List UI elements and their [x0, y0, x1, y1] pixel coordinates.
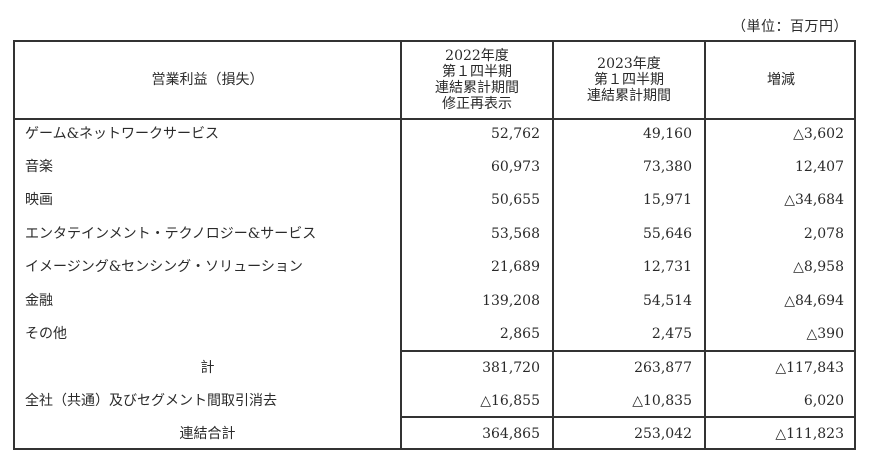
- header-fy2022-line: 連結累計期間: [435, 80, 519, 96]
- row-change: 12,407: [795, 159, 844, 175]
- subtotal-fy2023: 263,877: [634, 360, 692, 376]
- header-fy2023: 2023年度 第１四半期 連結累計期間: [554, 42, 704, 118]
- subtotal-divider: [400, 350, 854, 352]
- row-label: ゲーム&ネットワークサービス: [25, 126, 220, 142]
- row-label: 映画: [25, 192, 53, 208]
- total-fy2023: 253,042: [634, 426, 692, 442]
- total-change: △111,823: [775, 426, 844, 442]
- subtotal-change: △117,843: [775, 360, 844, 376]
- header-divider: [15, 118, 854, 120]
- row-label: 金融: [25, 293, 53, 309]
- row-fy2022: 21,689: [491, 259, 540, 275]
- elimination-fy2022: △16,855: [480, 393, 540, 409]
- header-fy2023-line: 第１四半期: [594, 72, 664, 88]
- header-fy2022-line: 修正再表示: [442, 96, 512, 112]
- row-fy2023: 49,160: [643, 126, 692, 142]
- header-fy2022: 2022年度 第１四半期 連結累計期間 修正再表示: [402, 42, 552, 118]
- header-fy2022-line: 2022年度: [445, 48, 509, 64]
- row-fy2022: 139,208: [482, 293, 540, 309]
- row-label: イメージング&センシング・ソリューション: [25, 259, 303, 275]
- total-fy2022: 364,865: [482, 426, 540, 442]
- row-fy2022: 50,655: [491, 192, 540, 208]
- unit-label: （単位：百万円）: [732, 19, 848, 35]
- row-fy2023: 15,971: [643, 192, 692, 208]
- header-fy2022-line: 第１四半期: [442, 64, 512, 80]
- row-change: △84,694: [784, 293, 844, 309]
- header-fy2023-line: 連結累計期間: [587, 88, 671, 104]
- row-change: △8,958: [793, 259, 844, 275]
- col-divider: [704, 42, 706, 448]
- header-fy2023-line: 2023年度: [597, 56, 661, 72]
- total-label: 連結合計: [179, 426, 236, 442]
- elimination-fy2023: △10,835: [632, 393, 692, 409]
- elimination-change: 6,020: [803, 393, 844, 409]
- row-fy2022: 53,568: [491, 226, 540, 242]
- total-divider: [400, 416, 854, 418]
- row-fy2023: 73,380: [643, 159, 692, 175]
- row-label: その他: [25, 326, 67, 342]
- row-fy2022: 52,762: [491, 126, 540, 142]
- header-label-col: 営業利益（損失）: [151, 72, 264, 88]
- row-change: △34,684: [784, 192, 844, 208]
- row-label: エンタテインメント・テクノロジー&サービス: [25, 226, 317, 242]
- row-fy2023: 54,514: [643, 293, 692, 309]
- col-divider: [552, 42, 554, 448]
- elimination-label: 全社（共通）及びセグメント間取引消去: [25, 393, 277, 409]
- col-divider: [400, 42, 402, 448]
- row-label: 音楽: [25, 159, 53, 175]
- subtotal-label: 計: [200, 360, 215, 376]
- row-change: 2,078: [803, 226, 844, 242]
- row-change: △390: [806, 326, 845, 342]
- row-fy2023: 2,475: [651, 326, 692, 342]
- header-change: 増減: [767, 72, 795, 88]
- row-change: △3,602: [793, 126, 844, 142]
- subtotal-fy2022: 381,720: [482, 360, 540, 376]
- row-fy2023: 12,731: [643, 259, 692, 275]
- row-fy2022: 60,973: [491, 159, 540, 175]
- row-fy2023: 55,646: [643, 226, 692, 242]
- row-fy2022: 2,865: [499, 326, 540, 342]
- operating-income-table: 営業利益（損失） 2022年度 第１四半期 連結累計期間 修正再表示 2023年…: [13, 40, 856, 450]
